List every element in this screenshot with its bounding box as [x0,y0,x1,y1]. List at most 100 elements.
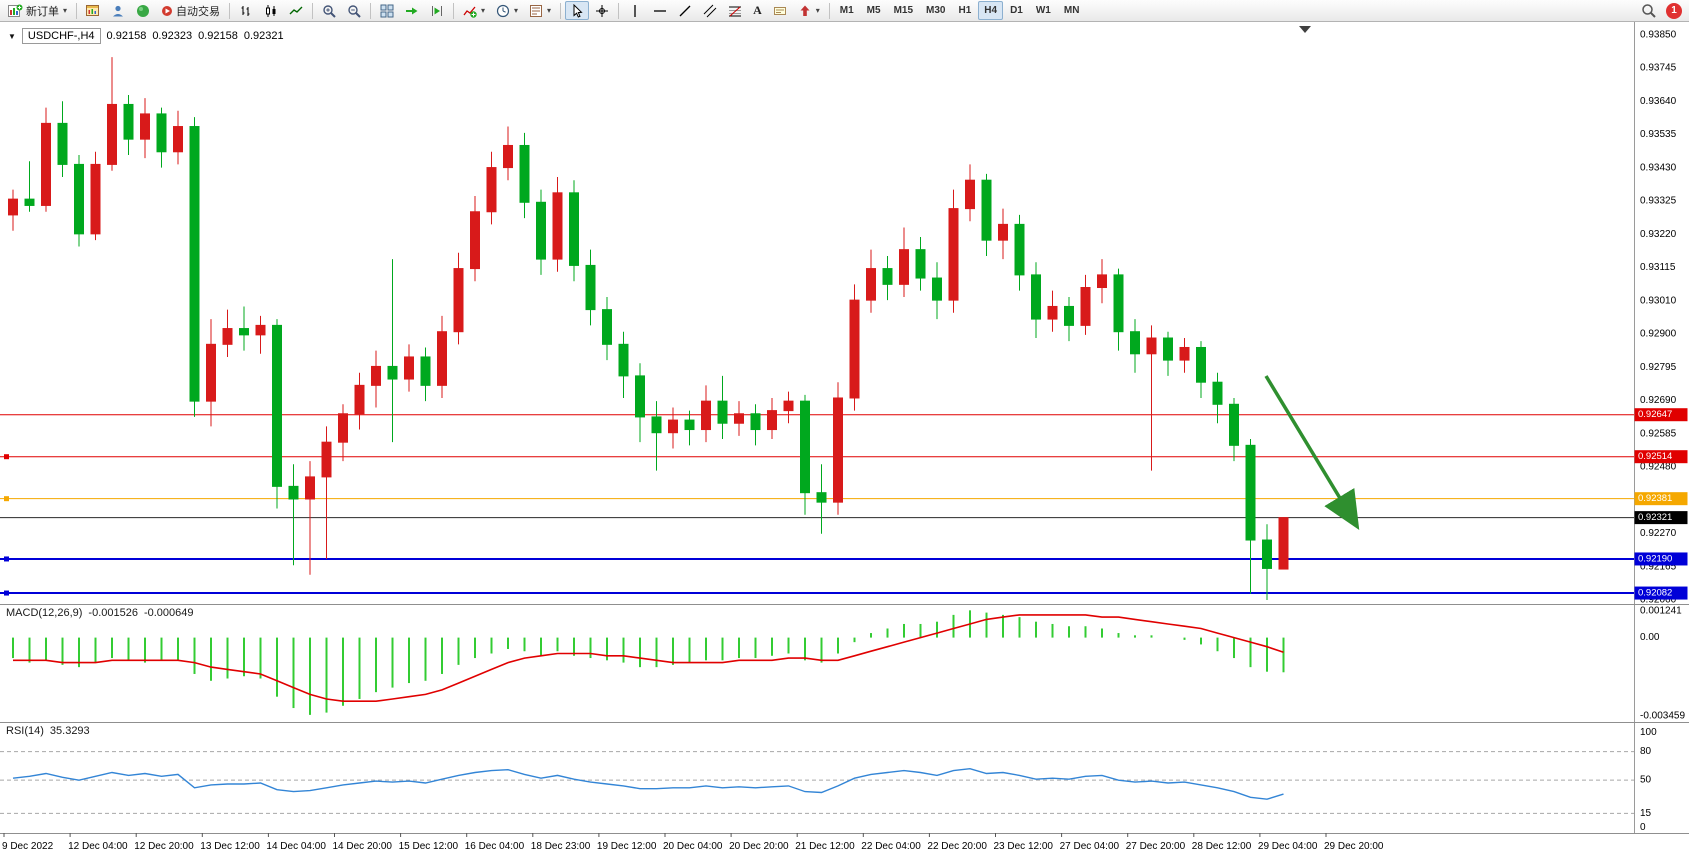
price-tick-label: 0.92165 [1640,561,1677,572]
time-tick-label: 13 Dec 12:00 [200,841,260,852]
horizontal-line-button[interactable] [648,1,672,20]
cursor-button[interactable] [565,1,590,20]
price-tick-label: 0.92060 [1640,594,1677,605]
tf-m1-button[interactable]: M1 [834,1,860,20]
crosshair-button[interactable] [590,1,614,20]
tf-d1-button[interactable]: D1 [1004,1,1029,20]
candle-body [305,476,315,500]
candle-body [1212,381,1223,405]
tf-h1-button-label: H1 [958,5,972,16]
time-axis[interactable]: 9 Dec 2022 12 Dec 04:00 12 Dec 20:00 13 Dec… [2,833,1384,852]
toolbar-separator [76,2,78,19]
hline-handle[interactable] [4,496,9,502]
vertical-line-icon [628,4,642,18]
time-tick-label: 27 Dec 20:00 [1126,841,1186,852]
rsi-axis-label: 100 [1640,727,1657,738]
periods-icon [496,4,510,18]
arrows-button[interactable]: ▾ [793,1,825,20]
candle-body [899,249,909,285]
price-tick-label: 0.93115 [1640,262,1676,273]
zoom-in-button[interactable] [317,1,341,20]
candle-body [57,122,68,165]
rsi-axis-label: 15 [1640,808,1652,819]
tf-m30-button[interactable]: M30 [920,1,951,20]
price-tick-label: 0.93745 [1640,63,1677,74]
tf-mn-button[interactable]: MN [1058,1,1086,20]
profile-button[interactable] [106,1,130,20]
candle-body [519,144,530,203]
candle-body [24,198,35,206]
time-tick-label: 22 Dec 20:00 [927,841,987,852]
candle-body [107,103,117,165]
indicators-button[interactable]: ▾ [458,1,490,20]
tf-h1-button[interactable]: H1 [952,1,977,20]
community-button[interactable] [131,1,155,20]
price-tag [1634,511,1688,525]
zoom-out-button[interactable] [342,1,366,20]
price-tag [1634,586,1688,600]
symbol-label: USDCHF-,H4 [21,28,101,44]
tf-m15-button[interactable]: M15 [888,1,919,20]
tf-w1-button-label: W1 [1035,5,1051,16]
line-chart-button[interactable] [284,1,308,20]
tf-m5-button[interactable]: M5 [861,1,887,20]
hline-handle[interactable] [4,454,9,460]
price-tick-label: 0.93430 [1640,162,1677,173]
charts-button[interactable] [81,1,105,20]
periods-button[interactable]: ▾ [491,1,523,20]
new-order-button[interactable]: 新订单 ▾ [3,1,72,20]
auto-scroll-button[interactable] [400,1,424,20]
text-label-button[interactable] [768,1,792,20]
chart-shift-marker[interactable] [1299,26,1311,33]
tf-d1-button-label: D1 [1010,5,1023,16]
time-tick-label: 18 Dec 23:00 [531,841,591,852]
trendline-button[interactable] [673,1,697,20]
time-tick-label: 12 Dec 04:00 [68,841,128,852]
hline-handle[interactable] [4,556,9,562]
candle-body [206,343,216,402]
channel-button[interactable] [698,1,722,20]
notification-badge[interactable]: 1 [1666,2,1682,19]
templates-button[interactable]: ▾ [524,1,556,20]
candle-body [1130,331,1140,355]
vertical-line-button[interactable] [623,1,647,20]
chart-plot-area[interactable] [0,22,1689,860]
time-tick-label: 15 Dec 12:00 [399,841,459,852]
autotrade-button-label: 自动交易 [176,5,221,18]
candle-body [833,397,843,503]
candlestick-button[interactable] [259,1,283,20]
time-tick-label: 12 Dec 20:00 [134,841,194,852]
search-button[interactable] [1636,1,1661,20]
trendline-icon [678,4,692,18]
autotrade-button[interactable]: 自动交易 [156,1,225,20]
candle-body [239,328,249,336]
candle-body [222,328,233,345]
tile-windows-button[interactable] [375,1,399,20]
text-button[interactable]: A [748,1,767,20]
trend-arrow[interactable] [1264,375,1360,530]
toolbar-separator [370,2,372,19]
candle-body [156,113,167,153]
fibonacci-button[interactable] [723,1,747,20]
candle-body [74,163,84,235]
crosshair-icon [595,4,609,18]
symbol-dropdown-icon[interactable]: ▼ [8,31,16,41]
tf-m30-button-label: M30 [926,5,946,16]
bar-chart-button[interactable] [234,1,258,20]
price-tick-label: 0.93325 [1640,196,1677,207]
hline-handle[interactable] [4,590,9,596]
chart-shift-button[interactable] [425,1,449,20]
search-icon [1641,3,1656,18]
time-tick-label: 28 Dec 12:00 [1192,841,1252,852]
candle-body [717,400,728,424]
tf-w1-button[interactable]: W1 [1030,1,1057,20]
new-order-icon [8,4,23,18]
candle-body [701,400,711,431]
price-tag-label: 0.92321 [1638,512,1672,523]
candle-body [932,277,942,301]
macd-name: MACD(12,26,9) [6,607,83,619]
rsi-name: RSI(14) [6,725,44,737]
tf-h4-button[interactable]: H4 [978,1,1004,20]
candle-body [882,268,893,285]
